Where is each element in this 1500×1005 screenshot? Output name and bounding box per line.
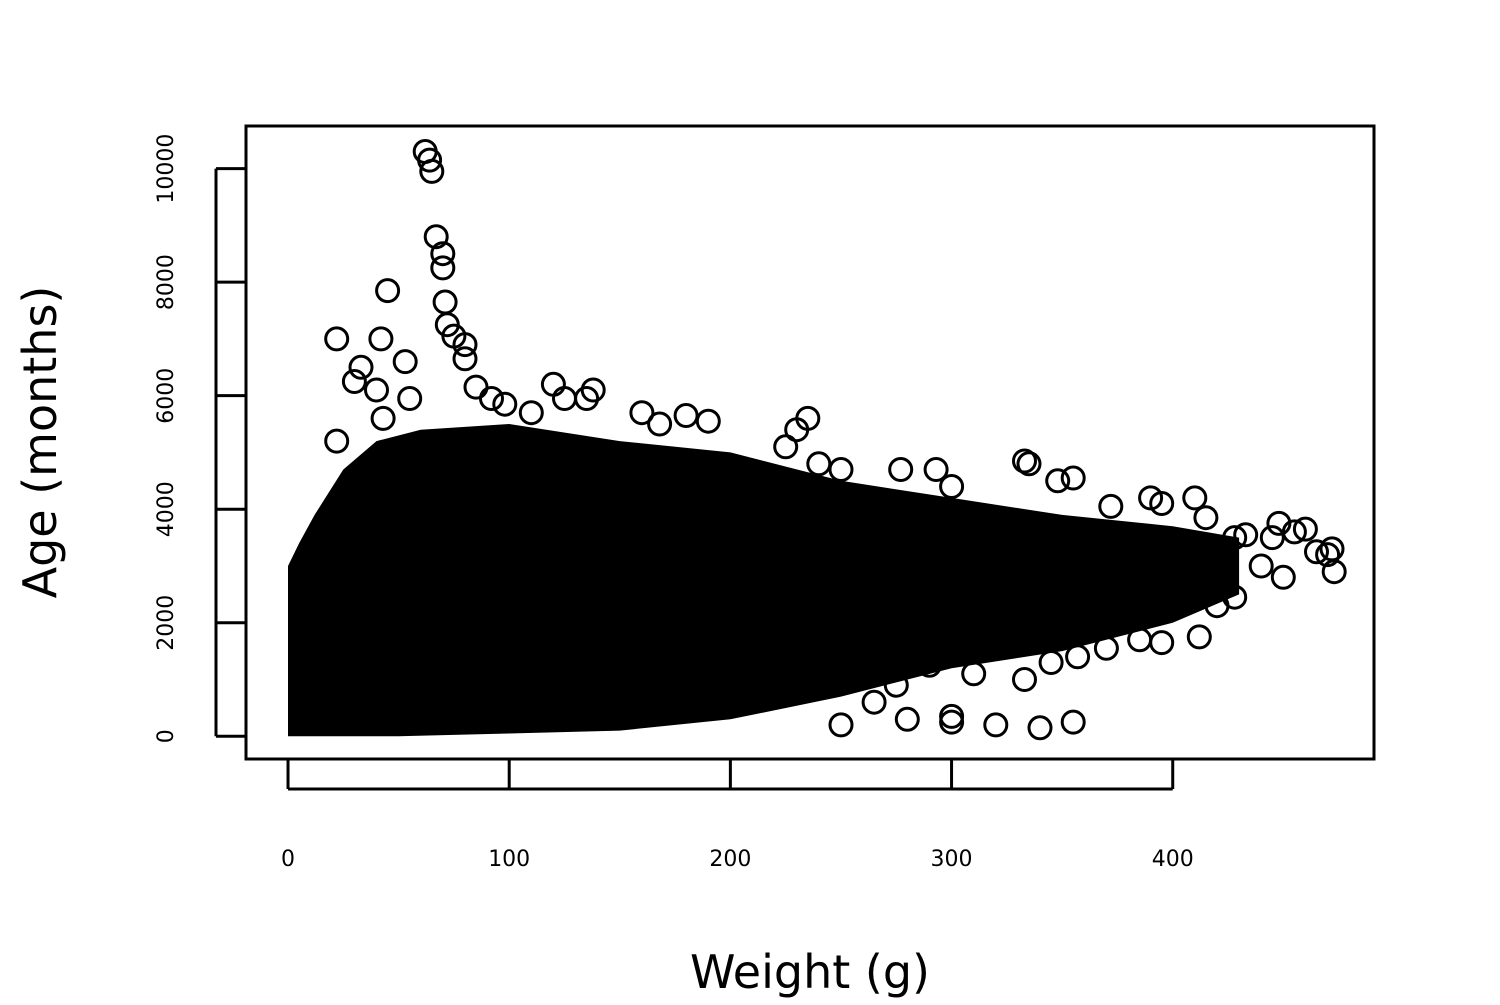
data-point [983, 712, 1009, 738]
data-point [419, 158, 445, 184]
data-point [1186, 624, 1212, 650]
data-point [828, 457, 854, 482]
data-point [1060, 465, 1086, 491]
data-point [647, 411, 673, 437]
x-tick-label: 0 [281, 847, 295, 872]
data-point [1319, 536, 1345, 562]
data-point [392, 349, 418, 375]
data-point [1060, 709, 1086, 735]
data-point [1222, 525, 1248, 551]
data-point [368, 326, 394, 352]
data-point [1281, 519, 1307, 545]
data-point [1045, 468, 1071, 494]
y-tick-label: 0 [154, 729, 179, 743]
data-point [1233, 522, 1259, 548]
plot-area [288, 139, 1347, 741]
dense-point-cloud [288, 424, 1240, 737]
data-point [1270, 564, 1296, 590]
y-tick-label: 6000 [154, 368, 179, 424]
data-point [939, 703, 965, 729]
data-point [375, 278, 401, 304]
data-point [348, 354, 374, 380]
y-tick-label: 4000 [154, 481, 179, 537]
data-point [673, 403, 699, 428]
data-point [432, 289, 458, 315]
y-tick-label: 10000 [154, 134, 179, 204]
data-point [861, 689, 887, 715]
data-point [518, 400, 544, 426]
data-point [961, 661, 987, 687]
data-point [463, 374, 489, 400]
data-point [1065, 644, 1091, 670]
data-point [1012, 448, 1037, 474]
data-point [1321, 559, 1347, 585]
data-point [452, 332, 478, 358]
data-point [1093, 635, 1119, 661]
data-point [1098, 493, 1124, 519]
data-point [430, 241, 456, 267]
data-point [1292, 516, 1318, 542]
data-point [492, 391, 518, 417]
data-point [364, 377, 389, 403]
y-axis-title: Age (months) [13, 286, 67, 599]
data-point [1193, 505, 1219, 531]
data-point [324, 326, 350, 352]
data-point [1182, 485, 1208, 511]
data-point [1127, 627, 1153, 653]
data-point [1259, 525, 1285, 551]
data-point [423, 224, 449, 250]
data-point [1149, 630, 1175, 656]
data-point [894, 706, 920, 732]
data-point [1016, 451, 1042, 477]
data-point [1012, 667, 1037, 692]
data-point [341, 369, 367, 394]
data-point [1027, 715, 1053, 741]
data-point [883, 672, 909, 698]
x-tick-label: 300 [931, 847, 973, 872]
data-point [324, 428, 350, 454]
data-point [828, 712, 854, 738]
x-axis-title: Weight (g) [690, 945, 930, 999]
data-layer [288, 139, 1347, 741]
data-point [916, 652, 942, 678]
x-tick-label: 200 [709, 847, 751, 872]
data-point [452, 346, 478, 372]
data-point [540, 371, 566, 397]
data-point [479, 386, 504, 411]
data-point [695, 408, 721, 434]
data-point [784, 417, 810, 443]
data-point [1149, 491, 1175, 516]
data-point [888, 457, 914, 482]
data-point [397, 386, 423, 411]
data-point [629, 400, 655, 426]
data-point [370, 405, 396, 431]
plot-frame [244, 124, 1376, 761]
data-point [552, 386, 577, 411]
x-axis: 0 100 200 300 400 [281, 759, 1194, 872]
x-tick-label: 100 [488, 847, 530, 872]
y-axis: 0 2000 4000 6000 8000 10000 [154, 134, 246, 743]
data-point [923, 457, 949, 482]
data-point [1204, 593, 1230, 619]
data-point [939, 474, 965, 499]
x-tick-label: 400 [1152, 847, 1194, 872]
y-tick-label: 2000 [154, 595, 179, 651]
data-point [806, 451, 832, 477]
data-point [1315, 542, 1341, 568]
data-point [773, 434, 799, 460]
y-tick-label: 8000 [154, 254, 179, 310]
data-point [1248, 553, 1274, 579]
data-point [430, 255, 456, 281]
data-point [1304, 539, 1329, 565]
data-point [1038, 650, 1064, 675]
data-point [417, 147, 443, 173]
